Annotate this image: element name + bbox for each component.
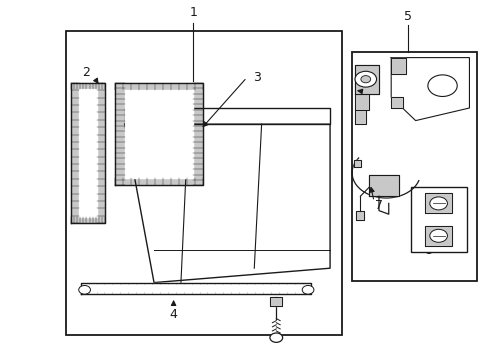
Polygon shape	[115, 83, 203, 185]
Text: 1: 1	[189, 6, 197, 19]
Circle shape	[269, 333, 282, 342]
Polygon shape	[424, 193, 451, 213]
Text: 3: 3	[252, 71, 260, 84]
Polygon shape	[390, 97, 403, 108]
Text: 4: 4	[169, 309, 177, 321]
Bar	[66, 31, 342, 335]
Polygon shape	[390, 58, 468, 121]
Polygon shape	[124, 90, 193, 178]
Circle shape	[354, 71, 376, 87]
Circle shape	[302, 285, 313, 294]
Text: 2: 2	[81, 66, 89, 78]
Polygon shape	[354, 110, 365, 124]
Circle shape	[429, 229, 447, 242]
Polygon shape	[124, 108, 329, 124]
Text: 5: 5	[404, 10, 411, 23]
Polygon shape	[390, 58, 405, 74]
Polygon shape	[354, 65, 378, 94]
Polygon shape	[354, 94, 368, 110]
Bar	[410, 187, 466, 252]
Circle shape	[429, 197, 447, 210]
Text: 6: 6	[355, 89, 363, 102]
Polygon shape	[353, 160, 360, 167]
Polygon shape	[79, 89, 97, 217]
Polygon shape	[368, 175, 398, 196]
Polygon shape	[270, 297, 282, 306]
Circle shape	[79, 285, 90, 294]
Circle shape	[360, 76, 370, 83]
Polygon shape	[124, 124, 329, 283]
Polygon shape	[355, 211, 364, 220]
Polygon shape	[71, 83, 105, 223]
Bar	[351, 52, 476, 281]
Text: 8: 8	[423, 244, 431, 257]
Circle shape	[427, 75, 456, 96]
Polygon shape	[424, 226, 451, 246]
Polygon shape	[81, 283, 310, 294]
Text: 7: 7	[374, 199, 382, 212]
